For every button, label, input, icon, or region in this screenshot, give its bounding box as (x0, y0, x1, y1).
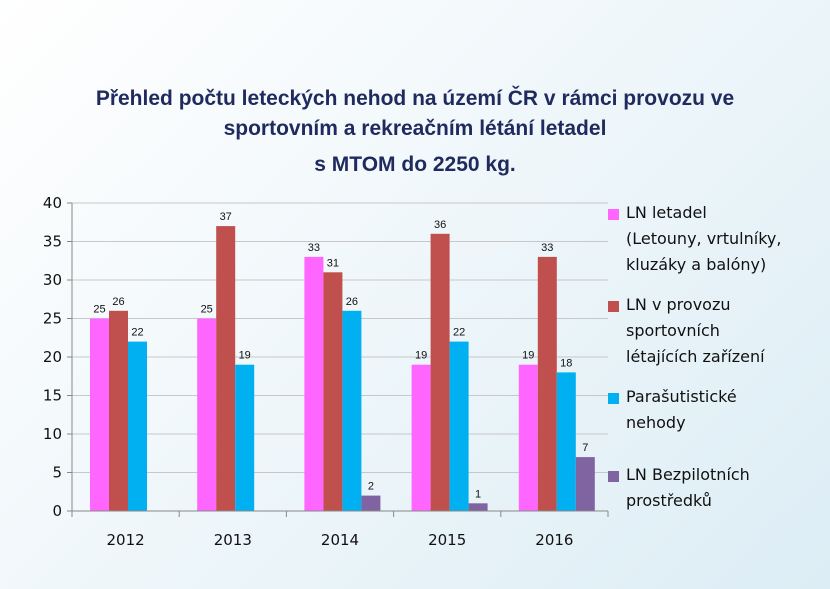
bar (342, 310, 362, 511)
y-tick-label: 15 (43, 387, 62, 405)
bar (449, 341, 469, 511)
y-tick-label: 35 (43, 233, 62, 251)
y-tick-label: 30 (43, 271, 62, 289)
legend-label-line: sportovních (626, 321, 720, 340)
x-tick-label: 2016 (535, 531, 573, 549)
legend-label-line: létajících zařízení (626, 347, 765, 366)
chart-title-line-2: sportovním a rekreačním létání letadel (223, 117, 607, 140)
legend-swatch (608, 471, 619, 482)
bar (468, 503, 488, 511)
bar (518, 364, 538, 511)
bar (109, 310, 128, 511)
y-tick-label: 10 (43, 425, 62, 443)
bar (128, 341, 147, 511)
bars (90, 226, 595, 512)
data-label: 18 (560, 357, 572, 369)
bar (216, 226, 236, 511)
data-label: 22 (131, 327, 143, 339)
bar (361, 495, 381, 511)
legend-label-line: LN Bezpilotních (626, 465, 750, 484)
bar (304, 256, 324, 511)
x-tick-label: 2012 (107, 531, 145, 549)
data-label: 33 (541, 242, 553, 254)
legend-item: LN letadel (Letouny, vrtulníky, kluzáky a … (608, 200, 823, 278)
data-label: 37 (220, 211, 232, 223)
legend-label-line: LN letadel (626, 203, 707, 222)
y-tick-label: 0 (52, 502, 62, 520)
y-tick-label: 40 (43, 194, 62, 212)
data-label: 33 (308, 242, 320, 254)
data-label: 22 (453, 327, 465, 339)
legend-swatch (608, 393, 619, 404)
data-label: 19 (239, 350, 251, 362)
y-tick-label: 5 (52, 464, 62, 482)
data-label: 7 (582, 442, 588, 454)
x-tick-label: 2014 (321, 531, 359, 549)
legend-item: LN v provozu sportovních létajících zaříze… (608, 292, 823, 370)
data-label: 26 (346, 296, 358, 308)
data-label: 25 (93, 304, 105, 316)
data-labels: 25 25 33 19 19 26 37 31 36 33 22 19 26 22 18 2 1 7 (93, 211, 588, 500)
data-label: 36 (434, 219, 446, 231)
legend-label-line: Parašutistické (626, 387, 737, 406)
bar (197, 318, 217, 511)
data-label: 1 (475, 488, 481, 500)
legend-label-line: kluzáky a balóny) (626, 255, 767, 274)
legend-item: Parašutistické nehody (608, 384, 823, 436)
legend-label-line: nehody (626, 413, 686, 432)
chart-title-line-1: Přehled počtu leteckých nehod na území Č… (95, 87, 735, 110)
legend-label-line: prostředků (626, 491, 712, 510)
bar (537, 256, 557, 511)
bar (430, 233, 450, 512)
chart-title-line-3: s MTOM do 2250 kg. (314, 153, 516, 176)
y-tick-label: 20 (43, 348, 62, 366)
y-tick-label: 25 (43, 310, 62, 328)
chart-title: Přehled počtu leteckých nehod na území Č… (0, 84, 830, 180)
legend-label-line: LN v provozu (626, 295, 731, 314)
legend-swatch (608, 209, 619, 220)
bar (556, 372, 576, 511)
data-label: 19 (522, 350, 534, 362)
legend-swatch (608, 301, 619, 312)
data-label: 25 (201, 304, 213, 316)
data-label: 26 (112, 296, 124, 308)
x-tick-label: 2015 (428, 531, 466, 549)
chart-legend: LN letadel (Letouny, vrtulníky, kluzáky a … (608, 200, 823, 528)
bar (411, 364, 431, 511)
legend-item: LN Bezpilotních prostředků (608, 462, 823, 514)
x-tick-label: 2013 (214, 531, 252, 549)
axes: 0 5 10 15 20 25 30 35 40 2012 2013 2014 2015 2016 (43, 194, 609, 549)
bar (90, 318, 109, 511)
legend-label-line: (Letouny, vrtulníky, (626, 229, 782, 248)
data-label: 31 (327, 257, 339, 269)
bar (323, 272, 343, 511)
bar (575, 457, 595, 511)
data-label: 2 (368, 481, 374, 493)
data-label: 19 (415, 350, 427, 362)
bar (235, 364, 255, 511)
